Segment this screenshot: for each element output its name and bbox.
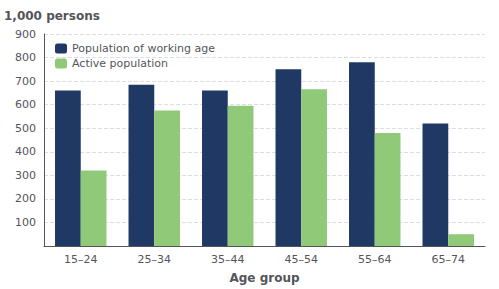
svg-text:45–54: 45–54 bbox=[285, 253, 319, 266]
svg-text:500: 500 bbox=[15, 122, 36, 135]
svg-text:25–34: 25–34 bbox=[138, 253, 172, 266]
svg-text:35–44: 35–44 bbox=[211, 253, 245, 266]
svg-text:300: 300 bbox=[15, 169, 36, 182]
svg-text:Population of working age: Population of working age bbox=[72, 42, 215, 55]
svg-text:700: 700 bbox=[15, 75, 36, 88]
svg-text:1,000 persons: 1,000 persons bbox=[4, 9, 100, 23]
svg-text:100: 100 bbox=[15, 216, 36, 229]
svg-text:55–64: 55–64 bbox=[358, 253, 392, 266]
svg-text:65–74: 65–74 bbox=[432, 253, 466, 266]
svg-text:15–24: 15–24 bbox=[64, 253, 98, 266]
svg-text:400: 400 bbox=[15, 145, 36, 158]
svg-text:600: 600 bbox=[15, 98, 36, 111]
svg-text:Age group: Age group bbox=[229, 271, 299, 285]
svg-text:200: 200 bbox=[15, 192, 36, 205]
svg-text:Active population: Active population bbox=[72, 57, 168, 70]
svg-text:800: 800 bbox=[15, 51, 36, 64]
svg-text:900: 900 bbox=[15, 28, 36, 41]
